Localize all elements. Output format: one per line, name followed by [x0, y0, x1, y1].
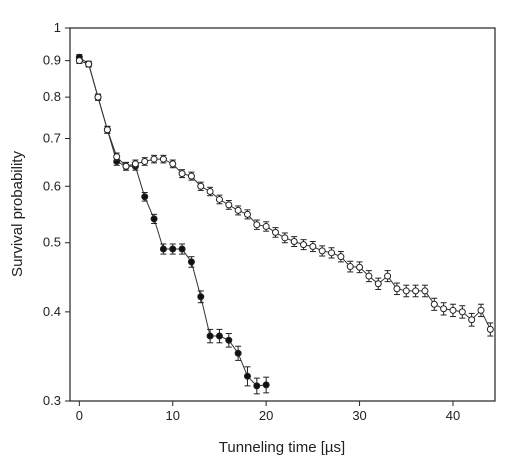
y-tick-label: 1 [54, 20, 61, 35]
open-data-point [225, 201, 233, 209]
open-data-point [430, 300, 438, 308]
filled-data-point [243, 372, 251, 380]
y-tick-label: 0.6 [43, 178, 61, 193]
x-tick-label: 0 [76, 408, 83, 423]
open-data-point [113, 153, 121, 161]
filled-series-line [79, 56, 267, 387]
filled-data-point [225, 336, 233, 344]
filled-data-point [141, 193, 149, 201]
filled-data-point [197, 293, 205, 301]
open-data-point [215, 195, 223, 203]
x-tick-label: 10 [166, 408, 180, 423]
open-data-point [328, 249, 336, 257]
open-data-point [150, 155, 158, 163]
open-data-point [234, 206, 242, 214]
open-data-point [468, 316, 476, 324]
open-data-point [262, 222, 270, 230]
y-tick-label: 0.9 [43, 53, 61, 68]
open-data-point [384, 272, 392, 280]
open-data-point [290, 238, 298, 246]
open-data-point [131, 160, 139, 168]
open-data-point [393, 285, 401, 293]
y-tick-label: 0.7 [43, 131, 61, 146]
open-data-point [253, 221, 261, 229]
open-data-point [178, 170, 186, 178]
open-data-point [122, 162, 130, 170]
open-data-point [374, 280, 382, 288]
open-data-point [458, 308, 466, 316]
plot-frame [69, 27, 496, 402]
open-data-point [187, 172, 195, 180]
open-data-point [169, 160, 177, 168]
open-data-point [141, 157, 149, 165]
filled-data-point [187, 258, 195, 266]
open-data-point [85, 60, 93, 68]
filled-data-point [178, 245, 186, 253]
filled-data-point [253, 382, 261, 390]
open-data-point [346, 263, 354, 271]
x-tick-label: 30 [352, 408, 366, 423]
open-data-point [271, 228, 279, 236]
filled-data-point [206, 332, 214, 340]
y-axis-title: Survival probability [9, 151, 26, 277]
open-series-line [79, 60, 491, 330]
open-data-point [402, 287, 410, 295]
open-data-point [365, 272, 373, 280]
x-axis-title: Tunneling time [µs] [219, 439, 345, 456]
open-data-point [197, 182, 205, 190]
open-data-point [159, 155, 167, 163]
filled-data-point [262, 381, 270, 389]
open-data-point [477, 306, 485, 314]
open-data-point [440, 305, 448, 313]
y-tick-label: 0.5 [43, 235, 61, 250]
filled-data-point [169, 245, 177, 253]
open-data-point [421, 287, 429, 295]
x-axis-ticks: 0 10 20 30 40 [76, 401, 460, 423]
open-data-point [449, 306, 457, 314]
y-tick-label: 0.3 [43, 393, 61, 408]
filled-data-point [234, 349, 242, 357]
x-tick-label: 20 [259, 408, 273, 423]
open-data-point [75, 57, 83, 65]
open-data-point [318, 247, 326, 255]
open-data-point [309, 242, 317, 250]
open-data-point [243, 210, 251, 218]
open-data-point [206, 187, 214, 195]
filled-data-point [159, 245, 167, 253]
filled-data-point [150, 215, 158, 223]
open-data-point [486, 325, 494, 333]
y-tick-label: 0.8 [43, 89, 61, 104]
filled-data-point [215, 332, 223, 340]
open-data-point [337, 253, 345, 261]
data-series-layer [75, 53, 494, 395]
y-axis-ticks: 0.3 0.4 0.5 0.6 0.7 0.8 0.9 1 [43, 20, 70, 408]
x-tick-label: 40 [446, 408, 460, 423]
open-data-point [356, 263, 364, 271]
open-data-point [103, 126, 111, 134]
open-data-point [281, 234, 289, 242]
open-data-point [412, 287, 420, 295]
open-data-point [94, 93, 102, 101]
open-data-point [300, 241, 308, 249]
y-tick-label: 0.4 [43, 304, 61, 319]
